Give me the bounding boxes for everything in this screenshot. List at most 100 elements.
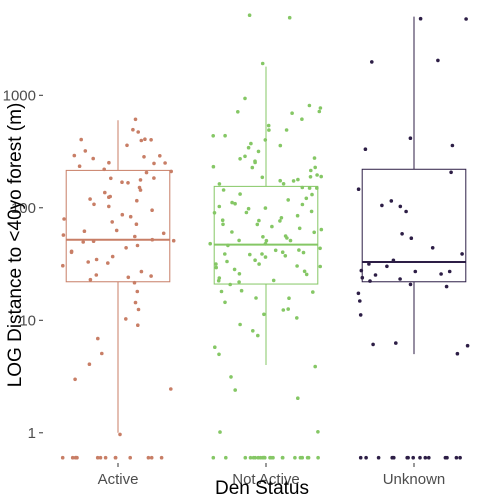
data-point <box>287 15 292 20</box>
data-point <box>243 455 248 460</box>
data-point <box>309 209 314 214</box>
data-point <box>360 275 365 280</box>
data-point <box>132 280 137 285</box>
data-point <box>307 103 312 108</box>
data-point <box>69 249 74 254</box>
data-point <box>135 289 140 294</box>
data-point <box>223 300 227 305</box>
data-point <box>91 239 96 243</box>
data-point <box>109 176 113 181</box>
data-point <box>288 238 293 243</box>
data-point <box>315 173 319 177</box>
data-point <box>316 430 320 434</box>
data-point <box>146 455 151 460</box>
data-point <box>464 17 468 21</box>
data-point <box>219 289 224 294</box>
data-point <box>230 200 234 205</box>
data-point <box>60 455 65 460</box>
data-point <box>88 277 93 282</box>
data-point <box>248 252 252 257</box>
data-point <box>356 291 361 296</box>
data-point <box>138 188 143 192</box>
boxplot-boxes <box>65 16 467 433</box>
data-point <box>138 178 143 182</box>
data-point <box>217 204 222 209</box>
data-point <box>315 186 319 190</box>
data-point <box>120 180 124 184</box>
data-point <box>255 222 260 227</box>
data-point <box>266 123 271 128</box>
data-point <box>214 262 218 266</box>
data-point <box>409 236 414 240</box>
data-point <box>110 254 115 259</box>
data-point <box>313 165 318 170</box>
data-point <box>295 213 300 218</box>
data-point <box>133 234 137 239</box>
data-point <box>398 277 402 281</box>
data-point <box>300 455 305 460</box>
data-point <box>305 455 310 460</box>
data-point <box>439 272 443 276</box>
data-point <box>257 262 261 266</box>
data-point <box>307 186 312 190</box>
data-point <box>358 299 362 303</box>
data-point <box>79 137 83 142</box>
data-point <box>77 164 82 168</box>
data-point <box>62 217 66 221</box>
data-point <box>134 222 139 226</box>
data-point <box>108 194 112 199</box>
data-point <box>114 228 119 233</box>
data-point <box>270 224 274 229</box>
data-point <box>285 236 289 240</box>
data-point <box>263 138 268 142</box>
data-point <box>171 238 176 243</box>
data-point <box>152 161 156 166</box>
data-point <box>126 275 131 280</box>
data-point <box>217 182 222 186</box>
data-point <box>61 233 66 237</box>
data-point <box>300 117 304 121</box>
data-point <box>152 176 156 180</box>
data-point <box>226 243 230 248</box>
data-point <box>159 455 164 460</box>
data-point <box>380 203 384 208</box>
data-point <box>286 198 291 202</box>
data-point <box>124 317 128 321</box>
data-point <box>318 264 323 269</box>
data-point <box>376 455 381 460</box>
data-point <box>255 333 260 338</box>
data-point <box>271 278 276 283</box>
data-point <box>400 232 404 236</box>
data-point <box>81 240 85 244</box>
data-point <box>223 133 227 138</box>
data-point <box>246 206 251 211</box>
data-point <box>281 182 286 186</box>
data-point <box>91 156 95 161</box>
data-point <box>135 198 139 203</box>
data-point <box>223 252 227 256</box>
data-point <box>110 220 114 224</box>
data-point <box>278 219 282 223</box>
data-point <box>371 342 375 347</box>
x-tick-label: Active <box>98 471 139 488</box>
data-point <box>217 276 222 280</box>
data-point <box>213 345 217 350</box>
y-tick-label: 1 <box>28 425 36 442</box>
data-point <box>107 204 111 209</box>
data-point <box>311 290 315 294</box>
data-point <box>253 258 257 263</box>
data-point <box>283 254 288 258</box>
data-point <box>260 61 265 66</box>
data-point <box>208 241 212 246</box>
data-point <box>142 155 146 159</box>
data-point <box>413 269 418 274</box>
data-point <box>267 128 271 132</box>
data-point <box>445 455 449 460</box>
data-point <box>237 272 242 276</box>
data-point <box>363 147 368 151</box>
data-point <box>427 455 431 460</box>
data-point <box>394 341 398 345</box>
data-point <box>404 209 408 214</box>
data-point <box>139 269 144 274</box>
data-point <box>238 322 242 327</box>
